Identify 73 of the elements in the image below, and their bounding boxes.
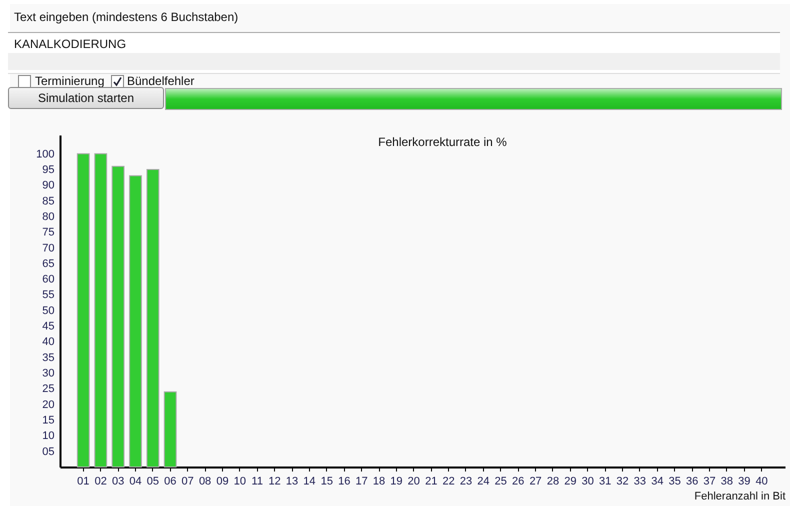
y-tick-label: 100 (36, 148, 54, 160)
x-tick-label: 28 (546, 476, 560, 488)
y-tick-label: 40 (42, 336, 54, 348)
x-tick-label: 11 (252, 476, 263, 488)
x-tick-label: 26 (512, 476, 524, 488)
bar (76, 153, 90, 468)
x-tick-label: 23 (460, 476, 472, 488)
y-tick-label: 95 (42, 164, 54, 176)
x-tick-label: 38 (720, 476, 734, 488)
y-tick-label: 85 (42, 195, 54, 208)
x-tick-label: 21 (425, 476, 438, 488)
x-tick-label: 33 (634, 476, 646, 488)
bar (164, 391, 177, 468)
y-tick-label: 35 (42, 352, 54, 364)
x-tick-label: 35 (668, 476, 681, 488)
y-tick-label: 05 (42, 446, 54, 458)
x-tick-label: 37 (703, 476, 716, 488)
bar (129, 175, 142, 468)
x-tick-label: 36 (686, 476, 698, 488)
x-tick-label: 12 (268, 476, 281, 488)
x-tick-label: 27 (529, 476, 542, 488)
y-tick-label: 15 (42, 414, 54, 427)
x-tick-label: 02 (94, 476, 107, 488)
x-tick-label: 04 (129, 476, 142, 488)
bar (112, 166, 125, 468)
y-tick-label: 55 (42, 289, 54, 302)
x-tick-label: 29 (564, 476, 576, 488)
y-tick-label: 75 (42, 226, 54, 239)
x-tick-label: 25 (494, 476, 507, 488)
x-tick-label: 31 (599, 476, 612, 488)
y-tick-label: 30 (42, 368, 54, 380)
x-tick-label: 15 (320, 476, 333, 488)
text: Bündelfehler (127, 74, 194, 88)
text: Text eingeben (mindestens 6 Buchstaben) (14, 10, 238, 24)
x-tick-label: 24 (477, 476, 490, 488)
x-axis-title: Fehleranzahl in Bit (694, 490, 786, 502)
button: Simulation starten (8, 87, 164, 109)
text: Terminierung (35, 74, 104, 88)
x-tick-label: 13 (286, 476, 298, 488)
x-tick-label: 10 (234, 476, 246, 488)
x-tick-label: 32 (616, 476, 629, 488)
text-field: KANALKODIERUNG (8, 32, 780, 74)
x-tick-label: 07 (182, 476, 194, 488)
x-tick-label: 05 (146, 476, 160, 488)
y-tick-label: 50 (42, 304, 54, 317)
x-tick-label: 14 (303, 476, 316, 488)
y-tick-label: 70 (42, 242, 54, 254)
x-tick-label: 18 (372, 476, 386, 488)
x-tick-label: 34 (651, 476, 664, 488)
y-tick-label: 45 (42, 320, 54, 333)
x-tick-label: 20 (408, 476, 420, 488)
bar (146, 168, 160, 468)
x-tick-label: 22 (442, 476, 455, 488)
x-tick-label: 17 (355, 476, 368, 488)
x-tick-label: 16 (338, 476, 350, 488)
x-tick-label: 01 (77, 476, 90, 488)
x-tick-label: 40 (756, 476, 768, 488)
y-tick-label: 20 (42, 398, 54, 411)
x-tick-label: 19 (390, 476, 403, 488)
y-tick-label: 25 (42, 383, 54, 396)
x-tick-label: 30 (582, 476, 594, 488)
x-tick-label: 39 (738, 476, 750, 488)
chart-title: Fehlerkorrekturrate in % (378, 135, 508, 149)
x-tick-label: 03 (112, 476, 124, 488)
y-tick-label: 80 (42, 210, 54, 223)
x-tick-label: 06 (164, 476, 176, 488)
y-tick-label: 60 (42, 274, 54, 286)
x-tick-label: 09 (216, 476, 229, 488)
y-tick-label: 10 (42, 430, 54, 442)
y-tick-label: 90 (42, 180, 54, 192)
bar (94, 153, 108, 468)
x-tick-label: 08 (198, 476, 212, 488)
y-tick-label: 65 (42, 258, 54, 270)
